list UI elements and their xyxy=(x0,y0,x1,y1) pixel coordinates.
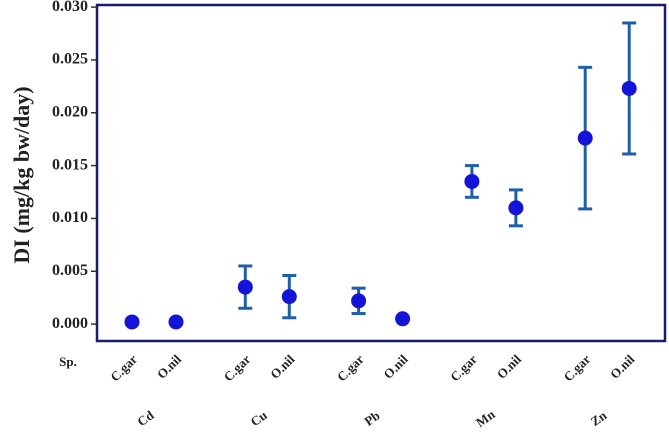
x-tick-label: O.nil xyxy=(154,351,185,382)
y-tick-label: 0.005 xyxy=(52,262,88,279)
point xyxy=(508,200,524,216)
y-tick-label: 0.020 xyxy=(52,103,88,120)
point xyxy=(395,311,411,327)
x-tick-label: C.gar xyxy=(334,351,367,384)
y-tick-label: 0.025 xyxy=(52,51,88,68)
group-label: Pb xyxy=(362,408,383,429)
x-tick-label: O.nil xyxy=(494,351,525,382)
group-label: Zn xyxy=(588,407,610,429)
y-tick-label: 0.000 xyxy=(52,315,88,332)
y-tick-label: 0.010 xyxy=(52,209,88,226)
group-label: Cd xyxy=(134,407,157,429)
plot-frame xyxy=(95,3,667,343)
x-tick-label: O.nil xyxy=(380,351,411,382)
x-tick-label: O.nil xyxy=(607,351,638,382)
point xyxy=(464,173,480,189)
point xyxy=(621,80,637,96)
group-label: Mn xyxy=(473,406,498,430)
x-tick-label: O.nil xyxy=(267,351,298,382)
point xyxy=(168,314,184,330)
x-tick-label: C.gar xyxy=(107,351,140,384)
group-label: Cu xyxy=(248,407,270,429)
point xyxy=(351,293,367,309)
point xyxy=(124,314,140,330)
y-tick-label: 0.030 xyxy=(52,0,88,15)
point xyxy=(577,130,593,146)
x-tick-label: C.gar xyxy=(447,351,480,384)
point xyxy=(237,279,253,295)
x-tick-label: C.gar xyxy=(221,351,254,384)
point xyxy=(281,289,297,305)
y-axis-label: DI (mg/kg bw/day) xyxy=(9,86,34,263)
y-tick-label: 0.015 xyxy=(52,156,88,173)
x-level-label: Sp. xyxy=(59,354,77,369)
x-tick-label: C.gar xyxy=(560,351,593,384)
